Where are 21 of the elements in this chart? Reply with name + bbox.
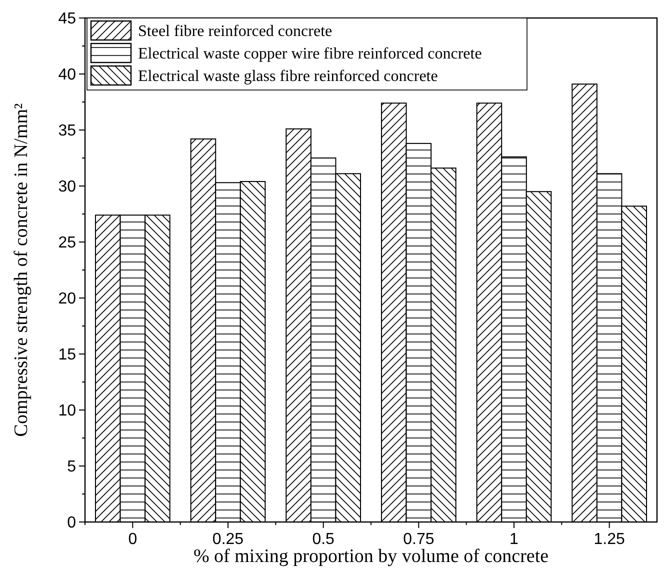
y-tick-label: 25 [58,234,76,252]
y-tick-label: 40 [58,66,76,84]
legend-label: Steel fibre reinforced concrete [138,23,332,40]
y-tick-label: 0 [67,514,76,532]
x-tick-label: 0.25 [212,531,244,548]
x-tick-label: 1 [510,531,519,548]
y-tick-label: 35 [58,122,76,140]
y-tick-label: 45 [58,10,76,28]
y-axis-title: Compressive strength of concrete in N/mm² [11,103,32,437]
y-tick-label: 5 [67,458,76,476]
x-tick-label: 1.25 [594,531,626,548]
x-tick-label: 0 [128,531,138,548]
y-tick-label: 10 [58,402,76,420]
x-tick-label: 0.75 [403,531,434,548]
legend-label: Electrical waste glass fibre reinforced concrete [138,68,438,85]
legend-label: Electrical waste copper wire fibre reinforced concrete [138,46,482,62]
y-tick-label: 15 [58,346,76,364]
x-axis-title: % of mixing proportion by volume of concrete [193,546,549,567]
y-tick-label: 20 [58,290,76,308]
x-tick-label: 0.5 [312,531,335,548]
y-tick-label: 30 [58,178,76,196]
